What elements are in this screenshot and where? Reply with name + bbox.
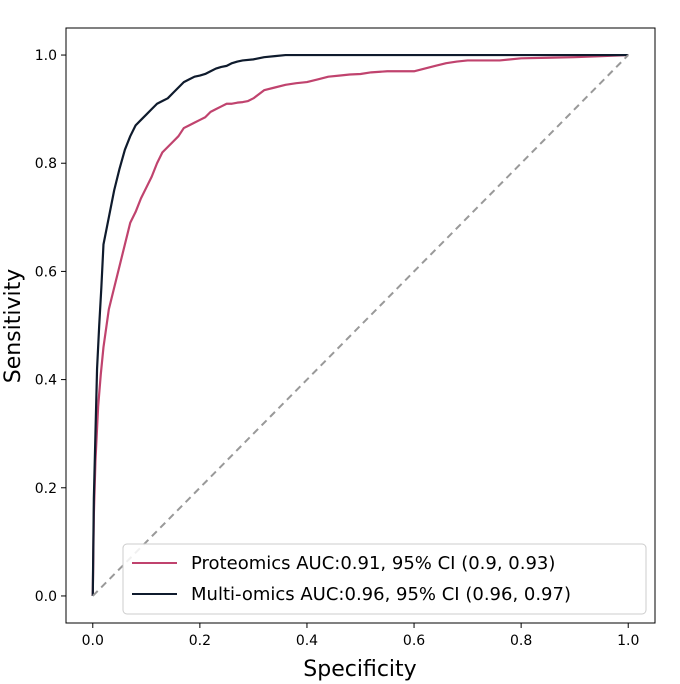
x-tick-label: 1.0 (617, 633, 639, 649)
legend: Proteomics AUC:0.91, 95% CI (0.9, 0.93) … (122, 543, 647, 615)
legend-label-multiomics: Multi-omics AUC:0.96, 95% CI (0.96, 0.97… (191, 584, 571, 605)
plot-frame (65, 27, 656, 624)
x-axis-title: Specificity (303, 657, 416, 682)
y-tick-label: 0.4 (35, 373, 57, 389)
legend-box (122, 543, 647, 615)
x-tick-label: 0.8 (510, 633, 532, 649)
x-tick-label: 0.0 (82, 633, 104, 649)
y-tick-label: 0.8 (35, 156, 57, 172)
y-axis-title: Sensitivity (1, 269, 26, 384)
series-layer (91, 53, 629, 597)
y-tick-label: 0.6 (35, 264, 57, 280)
legend-label-proteomics: Proteomics AUC:0.91, 95% CI (0.9, 0.93) (191, 553, 555, 574)
x-tick-label: 0.6 (403, 633, 425, 649)
ticks-layer: 0.0 0.2 0.4 0.6 0.8 1.0 0.0 0.2 0.4 0.6 0.8 1.0 (35, 48, 640, 649)
y-tick-label: 0.2 (35, 481, 57, 497)
multiomics-roc-line (91, 53, 629, 596)
proteomics-roc-line (91, 53, 629, 596)
y-tick-label: 1.0 (35, 48, 57, 64)
chance-diagonal-line (92, 54, 629, 597)
x-tick-label: 0.4 (296, 633, 318, 649)
x-tick-label: 0.2 (189, 633, 211, 649)
y-tick-label: 0.0 (35, 589, 57, 605)
